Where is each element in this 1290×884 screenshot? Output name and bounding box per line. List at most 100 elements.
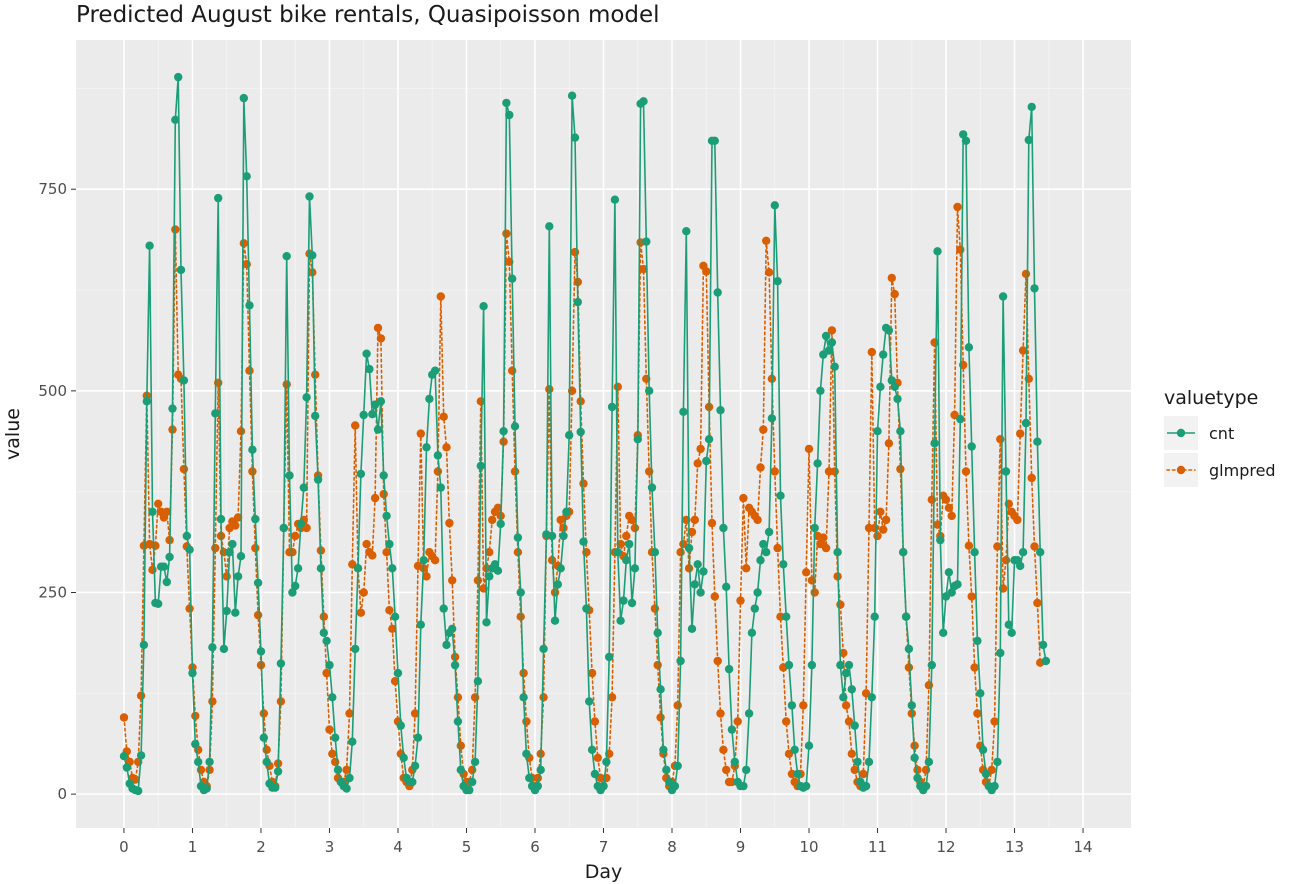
data-point-cnt — [1018, 548, 1028, 557]
data-point-glmpred — [890, 289, 899, 299]
data-point-cnt — [513, 533, 523, 542]
data-point-glmpred — [859, 769, 868, 779]
data-point-cnt — [833, 548, 842, 557]
data-point-glmpred — [759, 425, 768, 434]
data-point-glmpred — [627, 515, 637, 525]
data-point-cnt — [767, 414, 777, 423]
data-point-cnt — [901, 612, 911, 621]
data-point-glmpred — [847, 749, 856, 758]
data-point-cnt — [690, 580, 699, 589]
legend-key-point — [1176, 465, 1186, 475]
data-point-cnt — [910, 753, 919, 762]
data-point-cnt — [342, 784, 351, 793]
data-point-cnt — [939, 628, 948, 637]
data-point-cnt — [547, 531, 557, 541]
data-point-cnt — [448, 624, 457, 633]
data-point-cnt — [439, 604, 448, 613]
x-tick-label: 14 — [1073, 838, 1092, 856]
data-point-cnt — [844, 660, 854, 670]
data-point-cnt — [676, 656, 685, 666]
data-point-cnt — [256, 647, 266, 656]
data-point-cnt — [208, 643, 217, 652]
y-tick-label: 500 — [38, 382, 67, 400]
data-point-cnt — [245, 301, 254, 310]
data-point-glmpred — [887, 273, 896, 283]
data-point-glmpred — [707, 518, 717, 528]
data-point-cnt — [285, 471, 294, 480]
data-point-cnt — [165, 552, 174, 562]
data-point-glmpred — [239, 239, 248, 248]
data-point-cnt — [602, 757, 611, 767]
data-point-glmpred — [1027, 473, 1036, 483]
data-point-cnt — [633, 435, 642, 444]
data-point-cnt — [924, 757, 934, 767]
data-point-cnt — [362, 349, 371, 358]
legend-title: valuetype — [1164, 387, 1258, 409]
data-point-cnt — [990, 781, 999, 791]
data-point-cnt — [793, 769, 802, 779]
legend-label-cnt: cnt — [1209, 424, 1234, 443]
data-point-cnt — [562, 507, 571, 516]
data-point-cnt — [662, 765, 671, 775]
data-point-cnt — [413, 733, 423, 742]
data-point-glmpred — [996, 435, 1005, 444]
data-point-glmpred — [251, 543, 260, 553]
data-point-cnt — [750, 604, 759, 613]
data-point-cnt — [722, 582, 731, 591]
data-point-cnt — [590, 769, 600, 779]
data-point-glmpred — [162, 507, 171, 516]
data-point-glmpred — [739, 493, 748, 503]
data-point-glmpred — [607, 693, 617, 702]
data-point-cnt — [810, 523, 819, 533]
data-point-glmpred — [804, 444, 814, 454]
data-point-glmpred — [559, 523, 568, 533]
data-point-cnt — [331, 733, 340, 742]
data-point-cnt — [299, 483, 308, 492]
data-point-cnt — [545, 222, 554, 231]
data-point-cnt — [322, 636, 331, 646]
y-axis-title: value — [2, 408, 24, 460]
data-point-cnt — [553, 580, 562, 589]
data-point-cnt — [271, 783, 280, 792]
data-point-cnt — [174, 72, 183, 82]
data-point-cnt — [996, 648, 1005, 658]
data-point-cnt — [807, 660, 817, 670]
data-point-cnt — [202, 784, 211, 793]
x-tick-label: 5 — [462, 838, 472, 856]
data-point-cnt — [724, 664, 734, 674]
data-point-cnt — [496, 519, 505, 529]
data-point-glmpred — [727, 777, 737, 787]
data-point-glmpred — [873, 531, 882, 541]
data-point-cnt — [576, 427, 585, 437]
x-tick-label: 12 — [936, 838, 955, 856]
data-point-cnt — [853, 757, 862, 767]
data-point-cnt — [836, 660, 845, 670]
data-point-glmpred — [622, 531, 631, 541]
data-point-cnt — [953, 580, 962, 589]
data-point-cnt — [693, 560, 702, 569]
data-point-cnt — [847, 685, 856, 694]
data-point-cnt — [1021, 418, 1031, 428]
data-point-glmpred — [696, 444, 705, 454]
data-point-glmpred — [322, 668, 331, 678]
data-point-cnt — [470, 757, 480, 767]
data-point-cnt — [559, 531, 568, 541]
data-point-cnt — [368, 410, 377, 419]
data-point-cnt — [893, 394, 902, 404]
data-point-glmpred — [362, 539, 371, 549]
data-point-cnt — [976, 689, 985, 698]
data-point-glmpred — [953, 202, 962, 212]
data-point-cnt — [385, 539, 394, 549]
data-point-cnt — [627, 598, 637, 608]
data-point-cnt — [964, 343, 974, 352]
data-point-glmpred — [673, 701, 682, 710]
data-point-glmpred — [884, 439, 894, 448]
data-point-cnt — [1036, 548, 1045, 557]
data-point-cnt — [482, 618, 491, 627]
data-point-cnt — [388, 564, 397, 573]
data-point-glmpred — [693, 459, 702, 468]
data-point-cnt — [376, 397, 386, 406]
data-point-cnt — [536, 765, 545, 775]
data-point-cnt — [1007, 628, 1016, 637]
data-point-cnt — [1033, 437, 1042, 446]
